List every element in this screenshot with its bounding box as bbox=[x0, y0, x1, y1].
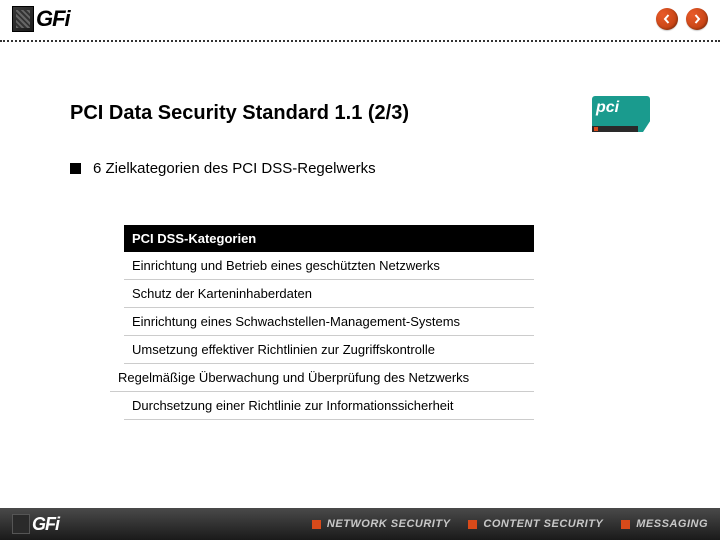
slide-title: PCI Data Security Standard 1.1 (2/3) bbox=[70, 102, 409, 125]
square-bullet-icon bbox=[468, 520, 477, 529]
bullet-text: 6 Zielkategorien des PCI DSS-Regelwerks bbox=[93, 160, 376, 177]
footer-link-label: NETWORK SECURITY bbox=[327, 518, 451, 530]
brand-logo: GFi bbox=[12, 6, 70, 32]
footer-link-label: CONTENT SECURITY bbox=[483, 518, 603, 530]
footer-link-label: MESSAGING bbox=[636, 518, 708, 530]
footer-logo-text: GFi bbox=[32, 514, 59, 535]
table-row: Einrichtung und Betrieb eines geschützte… bbox=[124, 252, 534, 280]
table-row: Durchsetzung einer Richtlinie zur Inform… bbox=[124, 392, 534, 420]
pci-badge-text: pci bbox=[596, 99, 619, 117]
footer-logo: GFi bbox=[12, 514, 59, 535]
pci-badge-dot-icon bbox=[594, 127, 598, 131]
logo-text: GFi bbox=[36, 6, 70, 32]
footer-link[interactable]: MESSAGING bbox=[621, 518, 708, 530]
table-row: Umsetzung effektiver Richtlinien zur Zug… bbox=[124, 336, 534, 364]
footer-bar: GFi NETWORK SECURITY CONTENT SECURITY ME… bbox=[0, 508, 720, 540]
table-row: Regelmäßige Überwachung und Überprüfung … bbox=[110, 364, 534, 392]
next-slide-button[interactable] bbox=[686, 8, 708, 30]
categories-table: PCI DSS-Kategorien Einrichtung und Betri… bbox=[124, 225, 534, 420]
chevron-left-icon bbox=[662, 14, 672, 24]
logo-mark-icon bbox=[12, 6, 34, 32]
footer-links: NETWORK SECURITY CONTENT SECURITY MESSAG… bbox=[312, 518, 708, 530]
square-bullet-icon bbox=[312, 520, 321, 529]
table-row: Einrichtung eines Schwachstellen-Managem… bbox=[124, 308, 534, 336]
square-bullet-icon bbox=[70, 163, 81, 174]
table-header: PCI DSS-Kategorien bbox=[124, 225, 534, 252]
square-bullet-icon bbox=[621, 520, 630, 529]
footer-logo-mark-icon bbox=[12, 514, 30, 534]
title-row: PCI Data Security Standard 1.1 (2/3) pci bbox=[70, 102, 650, 132]
table-row: Schutz der Karteninhaberdaten bbox=[124, 280, 534, 308]
pci-badge-bar bbox=[592, 126, 638, 132]
prev-slide-button[interactable] bbox=[656, 8, 678, 30]
bullet-line: 6 Zielkategorien des PCI DSS-Regelwerks bbox=[70, 160, 650, 177]
chevron-right-icon bbox=[692, 14, 702, 24]
slide-nav bbox=[656, 8, 708, 30]
top-bar: GFi bbox=[0, 0, 720, 38]
footer-link[interactable]: NETWORK SECURITY bbox=[312, 518, 451, 530]
slide-content: PCI Data Security Standard 1.1 (2/3) pci… bbox=[0, 42, 720, 420]
footer-link[interactable]: CONTENT SECURITY bbox=[468, 518, 603, 530]
pci-badge: pci bbox=[592, 96, 650, 132]
